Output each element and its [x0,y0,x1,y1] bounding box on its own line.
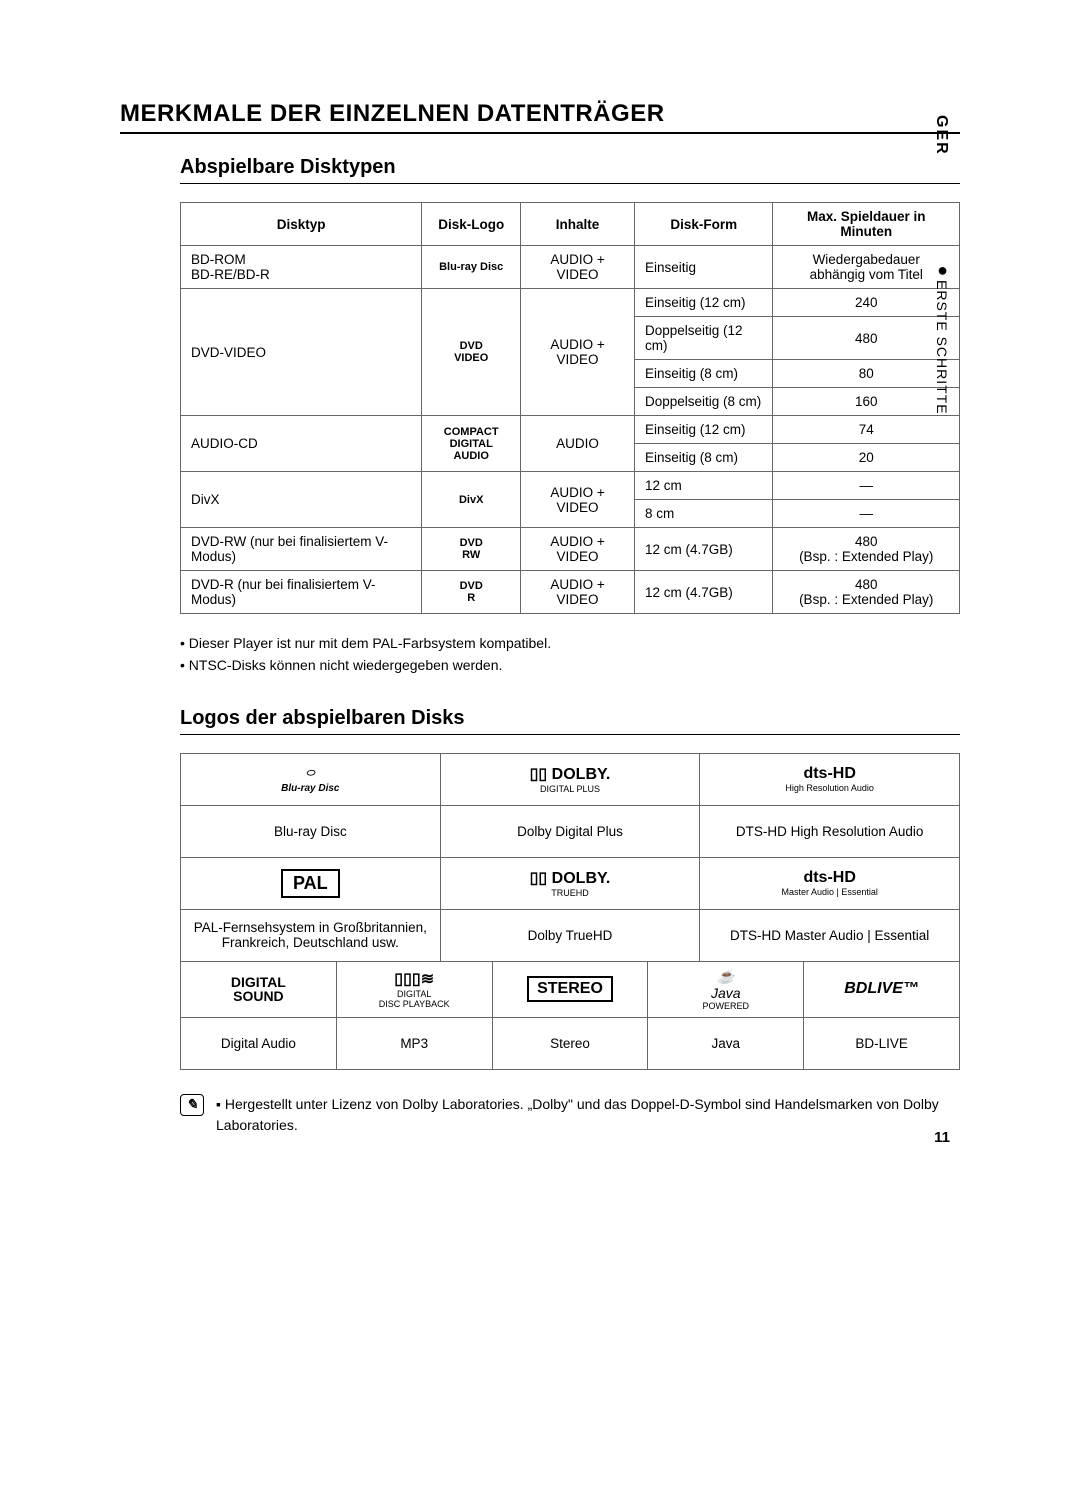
cell-disklogo: DivX [422,472,521,528]
cell-disktyp: DVD-R (nur bei finalisiertem V-Modus) [181,571,422,614]
logo-cell: DIGITALSOUND [181,961,337,1017]
footnote-bullet: ▪ [216,1096,221,1112]
logo-cell: PAL [181,857,441,909]
page-number: 11 [934,1129,950,1146]
logo-cell: dts-HDMaster Audio | Essential [700,857,960,909]
logo-label: Java [648,1017,804,1069]
cell-disklogo: DVDR [422,571,521,614]
logo-cell: ☕JavaPOWERED [648,961,804,1017]
cell-inhalte: AUDIO [521,416,635,472]
cell-form: Einseitig [634,246,772,289]
note-1: • Dieser Player ist nur mit dem PAL-Farb… [180,632,960,654]
cell-form: 12 cm (4.7GB) [634,528,772,571]
cell-dur: 480 [773,317,960,360]
cell-form: Doppelseitig (8 cm) [634,388,772,416]
logo-cell: STEREO [492,961,648,1017]
cell-disklogo: DVDRW [422,528,521,571]
logo-cell: dts-HDHigh Resolution Audio [700,753,960,805]
cell-dur: Wiedergabedauerabhängig vom Titel [773,246,960,289]
cell-dur: 74 [773,416,960,444]
logos-table-2: DIGITALSOUND▯▯▯≋DIGITALDISC PLAYBACKSTER… [180,961,960,1070]
cell-disktyp: AUDIO-CD [181,416,422,472]
th-disklogo: Disk-Logo [422,203,521,246]
footnote: ✎ ▪ Hergestellt unter Lizenz von Dolby L… [180,1094,960,1136]
th-inhalte: Inhalte [521,203,635,246]
cell-inhalte: AUDIO + VIDEO [521,289,635,416]
logo-cell: BDLIVE™ [804,961,960,1017]
cell-dur: — [773,500,960,528]
cell-dur: — [773,472,960,500]
cell-inhalte: AUDIO + VIDEO [521,571,635,614]
cell-disklogo: DVDVIDEO [422,289,521,416]
cell-form: Einseitig (8 cm) [634,360,772,388]
logo-label: Digital Audio [181,1017,337,1069]
side-bullet: ● [937,260,948,281]
th-maxdauer: Max. Spieldauer in Minuten [773,203,960,246]
cell-dur: 480(Bsp. : Extended Play) [773,571,960,614]
cell-inhalte: AUDIO + VIDEO [521,472,635,528]
cell-form: 8 cm [634,500,772,528]
cell-inhalte: AUDIO + VIDEO [521,528,635,571]
cell-form: 12 cm [634,472,772,500]
logo-cell: ▯▯ DOLBY.TRUEHD [440,857,700,909]
side-section-label: ERSTE SCHRITTE [934,280,950,415]
cell-inhalte: AUDIO + VIDEO [521,246,635,289]
section1-heading: Abspielbare Disktypen [180,156,960,184]
logo-label: Dolby Digital Plus [440,805,700,857]
cell-dur: 160 [773,388,960,416]
cell-dur: 240 [773,289,960,317]
cell-disklogo: COMPACTDIGITAL AUDIO [422,416,521,472]
logo-cell: ▯▯▯≋DIGITALDISC PLAYBACK [336,961,492,1017]
logo-label: Dolby TrueHD [440,909,700,961]
logo-label: PAL-Fernsehsystem in Großbritannien, Fra… [181,909,441,961]
notes-list: • Dieser Player ist nur mit dem PAL-Farb… [180,632,960,677]
disk-types-table: Disktyp Disk-Logo Inhalte Disk-Form Max.… [180,202,960,614]
cell-dur: 80 [773,360,960,388]
logo-label: Blu-ray Disc [181,805,441,857]
cell-disktyp: DVD-RW (nur bei finalisiertem V-Modus) [181,528,422,571]
th-diskform: Disk-Form [634,203,772,246]
cell-form: Einseitig (12 cm) [634,416,772,444]
cell-disktyp: DivX [181,472,422,528]
section2-heading: Logos der abspielbaren Disks [180,707,960,735]
page-title: MERKMALE DER EINZELNEN DATENTRÄGER [120,100,960,134]
cell-form: 12 cm (4.7GB) [634,571,772,614]
logos-table-1: ⬭Blu-ray Disc▯▯ DOLBY.DIGITAL PLUSdts-HD… [180,753,960,962]
cell-form: Einseitig (12 cm) [634,289,772,317]
logo-label: Stereo [492,1017,648,1069]
cell-disktyp: DVD-VIDEO [181,289,422,416]
note-2: • NTSC-Disks können nicht wiedergegeben … [180,654,960,676]
logo-label: BD-LIVE [804,1017,960,1069]
logo-label: DTS-HD Master Audio | Essential [700,909,960,961]
side-language-tab: GER [932,115,950,156]
cell-disktyp: BD-ROMBD-RE/BD-R [181,246,422,289]
logo-label: DTS-HD High Resolution Audio [700,805,960,857]
cell-dur: 480(Bsp. : Extended Play) [773,528,960,571]
cell-form: Einseitig (8 cm) [634,444,772,472]
logo-label: MP3 [336,1017,492,1069]
logo-cell: ▯▯ DOLBY.DIGITAL PLUS [440,753,700,805]
note-icon: ✎ [180,1094,204,1116]
logo-cell: ⬭Blu-ray Disc [181,753,441,805]
cell-disklogo: Blu-ray Disc [422,246,521,289]
th-disktyp: Disktyp [181,203,422,246]
cell-dur: 20 [773,444,960,472]
cell-form: Doppelseitig (12 cm) [634,317,772,360]
footnote-text: Hergestellt unter Lizenz von Dolby Labor… [216,1096,939,1133]
